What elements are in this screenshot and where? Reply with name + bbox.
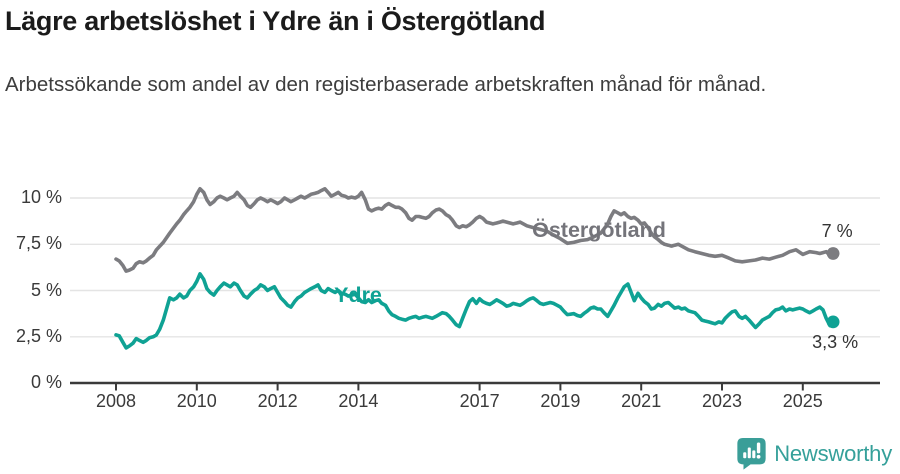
x-axis-tick-label: 2008: [95, 391, 137, 411]
y-axis-tick-label: 7,5 %: [15, 233, 62, 254]
series-label-ostergotland: Östergötland: [532, 218, 666, 242]
brand-name: Newsworthy: [774, 440, 892, 466]
y-axis-tick-label: 5 %: [30, 279, 62, 300]
end-value-label-ydre: 3,3 %: [812, 331, 859, 352]
y-axis-tick-label: 0 %: [30, 372, 62, 392]
series-line-ydre: [114, 272, 835, 350]
series-label-ydre: Ydre: [334, 283, 382, 307]
x-axis-tick-label: 2023: [701, 391, 743, 411]
newsworthy-bubble-chart-icon: [737, 437, 766, 470]
x-axis-tick-label: 2025: [782, 391, 823, 411]
series-line-ostergotland: [114, 187, 835, 273]
x-axis-tick-label: 2012: [257, 391, 298, 411]
x-axis-tick-label: 2014: [338, 391, 379, 411]
page-subtitle: Arbetssökande som andel av den registerb…: [5, 73, 767, 96]
x-axis-tick-label: 2019: [540, 391, 581, 411]
end-dot-ydre: [826, 315, 840, 329]
newsworthy-logo[interactable]: Newsworthy: [736, 437, 892, 470]
end-value-label-ostergotland: 7 %: [821, 220, 853, 241]
x-axis-tick-label: 2017: [459, 391, 500, 411]
y-axis-tick-label: 10 %: [20, 187, 62, 207]
y-axis-tick-label: 2,5 %: [15, 325, 62, 346]
x-axis-tick-label: 2010: [176, 391, 217, 411]
page-title: Lägre arbetslöshet i Ydre än i Östergötl…: [5, 6, 546, 36]
end-dot-ostergotland: [826, 247, 840, 260]
x-axis-tick-label: 2021: [621, 391, 662, 411]
